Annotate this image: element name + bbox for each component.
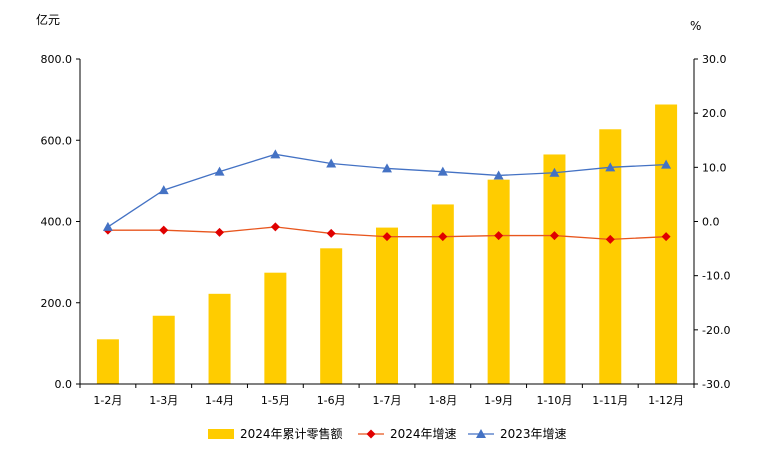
left-tick-label: 800.0	[41, 53, 73, 66]
left-tick-label: 200.0	[41, 297, 73, 310]
series-2-point-10	[605, 162, 616, 172]
right-tick-label: 30.0	[702, 53, 727, 66]
x-tick-label: 1-10月	[536, 394, 572, 407]
x-tick-label: 1-3月	[149, 394, 178, 407]
bar-2	[152, 315, 175, 384]
series-2-point-1	[102, 221, 113, 231]
axes: 0.0 200.0 400.0 600.0 800.0 -30.0 -20.0 -10.0 0.…	[41, 53, 731, 407]
x-tick-label: 1-8月	[428, 394, 457, 407]
series-1-point-11	[661, 232, 671, 242]
legend-swatch-marker	[476, 429, 486, 438]
series-2-point-8	[493, 170, 504, 180]
bar-10	[599, 129, 622, 384]
bar-7	[431, 204, 454, 384]
series-1-point-4	[270, 222, 280, 232]
legend-label: 2023年增速	[500, 427, 567, 441]
series-1-point-2	[159, 225, 169, 235]
series-1-point-8	[494, 231, 504, 241]
x-tick-label: 1-5月	[261, 394, 290, 407]
bar-1	[96, 339, 119, 384]
series-1-point-7	[438, 232, 448, 242]
left-tick-label: 600.0	[41, 134, 73, 147]
right-tick-label: 20.0	[702, 107, 727, 120]
series-2-point-4	[270, 149, 281, 159]
series-2-point-3	[214, 166, 225, 176]
line-series	[102, 149, 672, 244]
series-1-point-6	[382, 232, 392, 242]
series-2-point-7	[437, 166, 448, 176]
right-tick-label: 10.0	[702, 161, 727, 174]
legend-label: 2024年增速	[390, 427, 457, 441]
right-tick-label: -10.0	[702, 270, 730, 283]
legend-label: 2024年累计零售额	[240, 426, 343, 441]
bar-8	[487, 179, 510, 384]
left-tick-label: 400.0	[41, 216, 73, 229]
bar-11	[655, 104, 678, 384]
x-tick-label: 1-7月	[373, 394, 402, 407]
series-2-point-6	[382, 163, 392, 173]
x-tick-label: 1-12月	[648, 394, 684, 407]
right-tick-label: 0.0	[702, 216, 720, 229]
x-tick-label: 1-11月	[592, 394, 628, 407]
series-1-point-5	[326, 228, 336, 238]
x-tick-label: 1-9月	[484, 394, 513, 407]
left-tick-label: 0.0	[55, 378, 73, 391]
legend-swatch-marker	[366, 429, 376, 439]
legend: 2024年累计零售额 2024年增速 2023年增速	[208, 426, 567, 441]
series-1-point-9	[549, 231, 559, 241]
series-2-point-9	[549, 167, 560, 177]
right-tick-label: -20.0	[702, 324, 730, 337]
right-tick-label: -30.0	[702, 378, 730, 391]
left-axis-unit: 亿元	[36, 12, 60, 27]
bar-5	[320, 248, 343, 384]
bar-9	[543, 154, 566, 384]
series-2-point-5	[326, 158, 337, 168]
bar-series	[96, 104, 678, 384]
legend-swatch-bar	[208, 429, 234, 439]
series-2-point-2	[158, 185, 169, 195]
right-axis-unit: %	[690, 19, 701, 33]
bar-4	[264, 272, 287, 384]
x-tick-label: 1-4月	[205, 394, 234, 407]
x-tick-label: 1-2月	[93, 394, 122, 407]
series-1-point-10	[605, 234, 615, 244]
series-2-point-11	[661, 159, 672, 169]
series-1-point-3	[215, 227, 225, 237]
x-tick-label: 1-6月	[317, 394, 346, 407]
bar-6	[376, 227, 398, 384]
bar-3	[208, 293, 231, 384]
